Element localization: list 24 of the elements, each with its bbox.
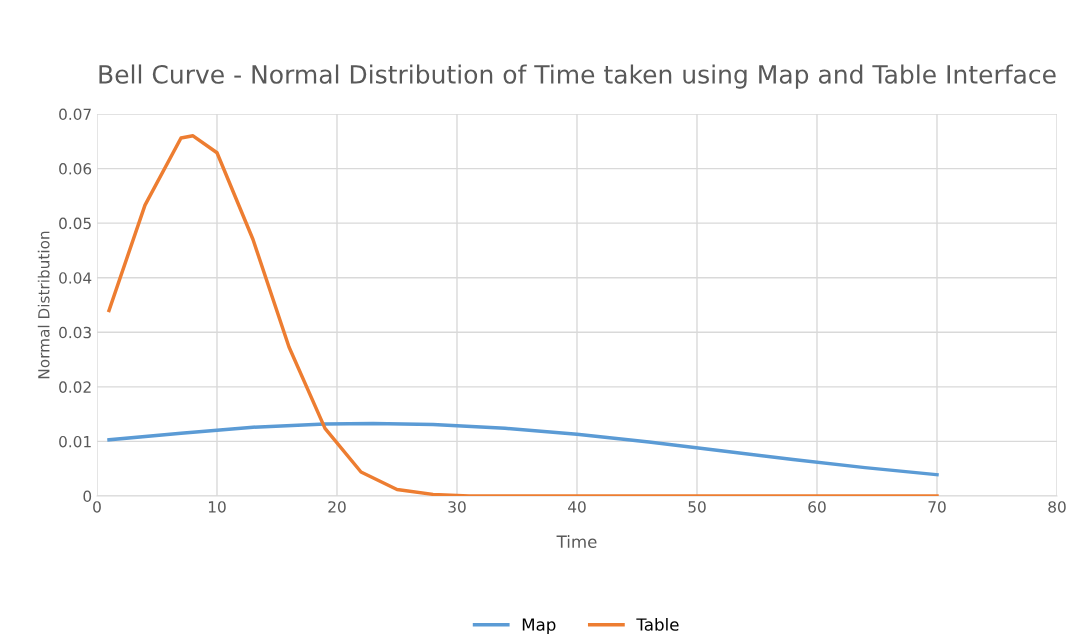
x-tick-label: 0 [93,501,101,513]
x-tick-label: 40 [568,501,586,513]
y-tick-label: 0.07 [59,108,91,121]
x-tick-label: 50 [688,501,706,513]
x-tick-label: 10 [208,501,226,513]
y-tick-label: 0.04 [59,272,92,284]
x-tick-label: 70 [928,501,946,513]
y-tick-label: 0.05 [59,217,91,230]
line-series [107,421,939,477]
x-tick-label: 30 [448,501,466,513]
x-tick-label: 20 [328,501,346,513]
y-tick-label: 0 [83,490,92,503]
y-tick-label: 0.02 [59,381,91,393]
x-tick-label: 80 [1048,501,1066,513]
x-axis-title: Time [556,535,597,548]
y-tick-label: 0.03 [59,326,91,339]
y-tick-label: 0.06 [59,163,92,175]
line-series [107,134,939,496]
y-axis-title: Normal Distribution [37,231,50,379]
legend-label: Table [636,617,679,631]
y-tick-label: 0.01 [59,435,91,448]
chart-title: Bell Curve - Normal Distribution of Time taken using Map and Table Interface [99,64,1056,89]
legend-label: Map [522,618,556,635]
x-tick-label: 60 [808,501,826,513]
